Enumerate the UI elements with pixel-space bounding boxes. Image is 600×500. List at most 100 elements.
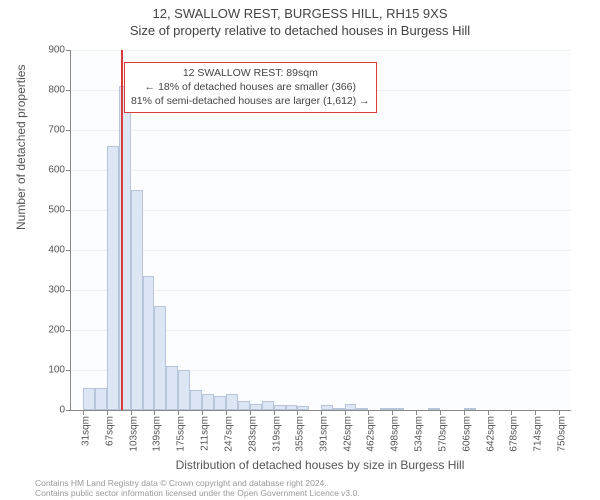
histogram-bar xyxy=(202,394,214,410)
xtick-label: 247sqm xyxy=(223,416,234,452)
main-title: 12, SWALLOW REST, BURGESS HILL, RH15 9XS xyxy=(0,6,600,21)
xtick-mark xyxy=(131,410,132,415)
histogram-bar xyxy=(226,394,238,410)
histogram-bar xyxy=(214,396,226,410)
xtick-mark xyxy=(464,410,465,415)
histogram-bar xyxy=(286,405,298,410)
ytick-mark xyxy=(66,90,71,91)
histogram-bar xyxy=(356,408,368,410)
x-axis-label: Distribution of detached houses by size … xyxy=(70,458,570,472)
xtick-mark xyxy=(178,410,179,415)
xtick-mark xyxy=(392,410,393,415)
xtick-label: 606sqm xyxy=(461,416,472,452)
xtick-label: 750sqm xyxy=(557,416,568,452)
xtick-label: 355sqm xyxy=(295,416,306,452)
xtick-label: 714sqm xyxy=(533,416,544,452)
ytick-label: 700 xyxy=(25,125,65,136)
xtick-mark xyxy=(559,410,560,415)
xtick-label: 103sqm xyxy=(128,416,139,452)
ytick-label: 800 xyxy=(25,85,65,96)
sub-title: Size of property relative to detached ho… xyxy=(0,23,600,38)
histogram-bar xyxy=(107,146,119,410)
histogram-chart: 010020030040050060070080090031sqm67sqm10… xyxy=(70,50,570,410)
xtick-label: 319sqm xyxy=(271,416,282,452)
histogram-bar xyxy=(333,408,345,410)
histogram-bar xyxy=(380,408,392,410)
ytick-label: 300 xyxy=(25,285,65,296)
annotation-line-1: 12 SWALLOW REST: 89sqm xyxy=(131,66,370,80)
ytick-label: 600 xyxy=(25,165,65,176)
xtick-mark xyxy=(511,410,512,415)
histogram-bar xyxy=(345,404,357,410)
xtick-mark xyxy=(416,410,417,415)
plot-area: 010020030040050060070080090031sqm67sqm10… xyxy=(70,50,571,411)
histogram-bar xyxy=(238,401,250,410)
annotation-line-2: ← 18% of detached houses are smaller (36… xyxy=(131,80,370,94)
histogram-bar xyxy=(428,408,440,410)
xtick-mark xyxy=(440,410,441,415)
xtick-label: 139sqm xyxy=(152,416,163,452)
gridline xyxy=(71,130,571,131)
xtick-mark xyxy=(321,410,322,415)
ytick-label: 900 xyxy=(25,45,65,56)
histogram-bar xyxy=(178,370,190,410)
ytick-mark xyxy=(66,330,71,331)
annotation-line-3: 81% of semi-detached houses are larger (… xyxy=(131,94,370,108)
xtick-mark xyxy=(107,410,108,415)
histogram-bar xyxy=(166,366,178,410)
ytick-mark xyxy=(66,410,71,411)
ytick-label: 0 xyxy=(25,405,65,416)
gridline xyxy=(71,50,571,51)
ytick-mark xyxy=(66,290,71,291)
ytick-label: 200 xyxy=(25,325,65,336)
xtick-mark xyxy=(83,410,84,415)
ytick-mark xyxy=(66,370,71,371)
xtick-label: 534sqm xyxy=(414,416,425,452)
histogram-bar xyxy=(392,408,404,410)
xtick-mark xyxy=(368,410,369,415)
gridline xyxy=(71,170,571,171)
xtick-mark xyxy=(226,410,227,415)
histogram-bar xyxy=(297,406,309,410)
xtick-label: 211sqm xyxy=(200,416,211,451)
histogram-bar xyxy=(464,408,476,410)
ytick-mark xyxy=(66,250,71,251)
xtick-label: 642sqm xyxy=(485,416,496,452)
xtick-label: 283sqm xyxy=(247,416,258,452)
ytick-label: 500 xyxy=(25,205,65,216)
histogram-bar xyxy=(262,401,274,410)
ytick-mark xyxy=(66,130,71,131)
ytick-mark xyxy=(66,170,71,171)
xtick-label: 570sqm xyxy=(437,416,448,452)
xtick-label: 67sqm xyxy=(104,416,115,446)
xtick-label: 391sqm xyxy=(319,416,330,452)
xtick-mark xyxy=(274,410,275,415)
xtick-mark xyxy=(535,410,536,415)
footer-attribution: Contains HM Land Registry data © Crown c… xyxy=(35,479,575,499)
xtick-mark xyxy=(488,410,489,415)
histogram-bar xyxy=(131,190,143,410)
histogram-bar xyxy=(250,404,262,410)
ytick-label: 400 xyxy=(25,245,65,256)
gridline xyxy=(71,250,571,251)
histogram-bar xyxy=(83,388,95,410)
gridline xyxy=(71,210,571,211)
xtick-label: 31sqm xyxy=(80,416,91,446)
xtick-label: 678sqm xyxy=(509,416,520,452)
histogram-bar xyxy=(143,276,155,410)
footer-line-1: Contains HM Land Registry data © Crown c… xyxy=(35,478,327,488)
xtick-mark xyxy=(297,410,298,415)
footer-line-2: Contains public sector information licen… xyxy=(35,488,360,498)
xtick-label: 498sqm xyxy=(390,416,401,452)
ytick-mark xyxy=(66,210,71,211)
xtick-mark xyxy=(250,410,251,415)
ytick-mark xyxy=(66,50,71,51)
annotation-box: 12 SWALLOW REST: 89sqm← 18% of detached … xyxy=(124,62,377,113)
histogram-bar xyxy=(154,306,166,410)
xtick-label: 462sqm xyxy=(366,416,377,452)
xtick-mark xyxy=(154,410,155,415)
histogram-bar xyxy=(190,390,202,410)
histogram-bar xyxy=(321,405,333,410)
xtick-mark xyxy=(345,410,346,415)
histogram-bar xyxy=(95,388,107,410)
